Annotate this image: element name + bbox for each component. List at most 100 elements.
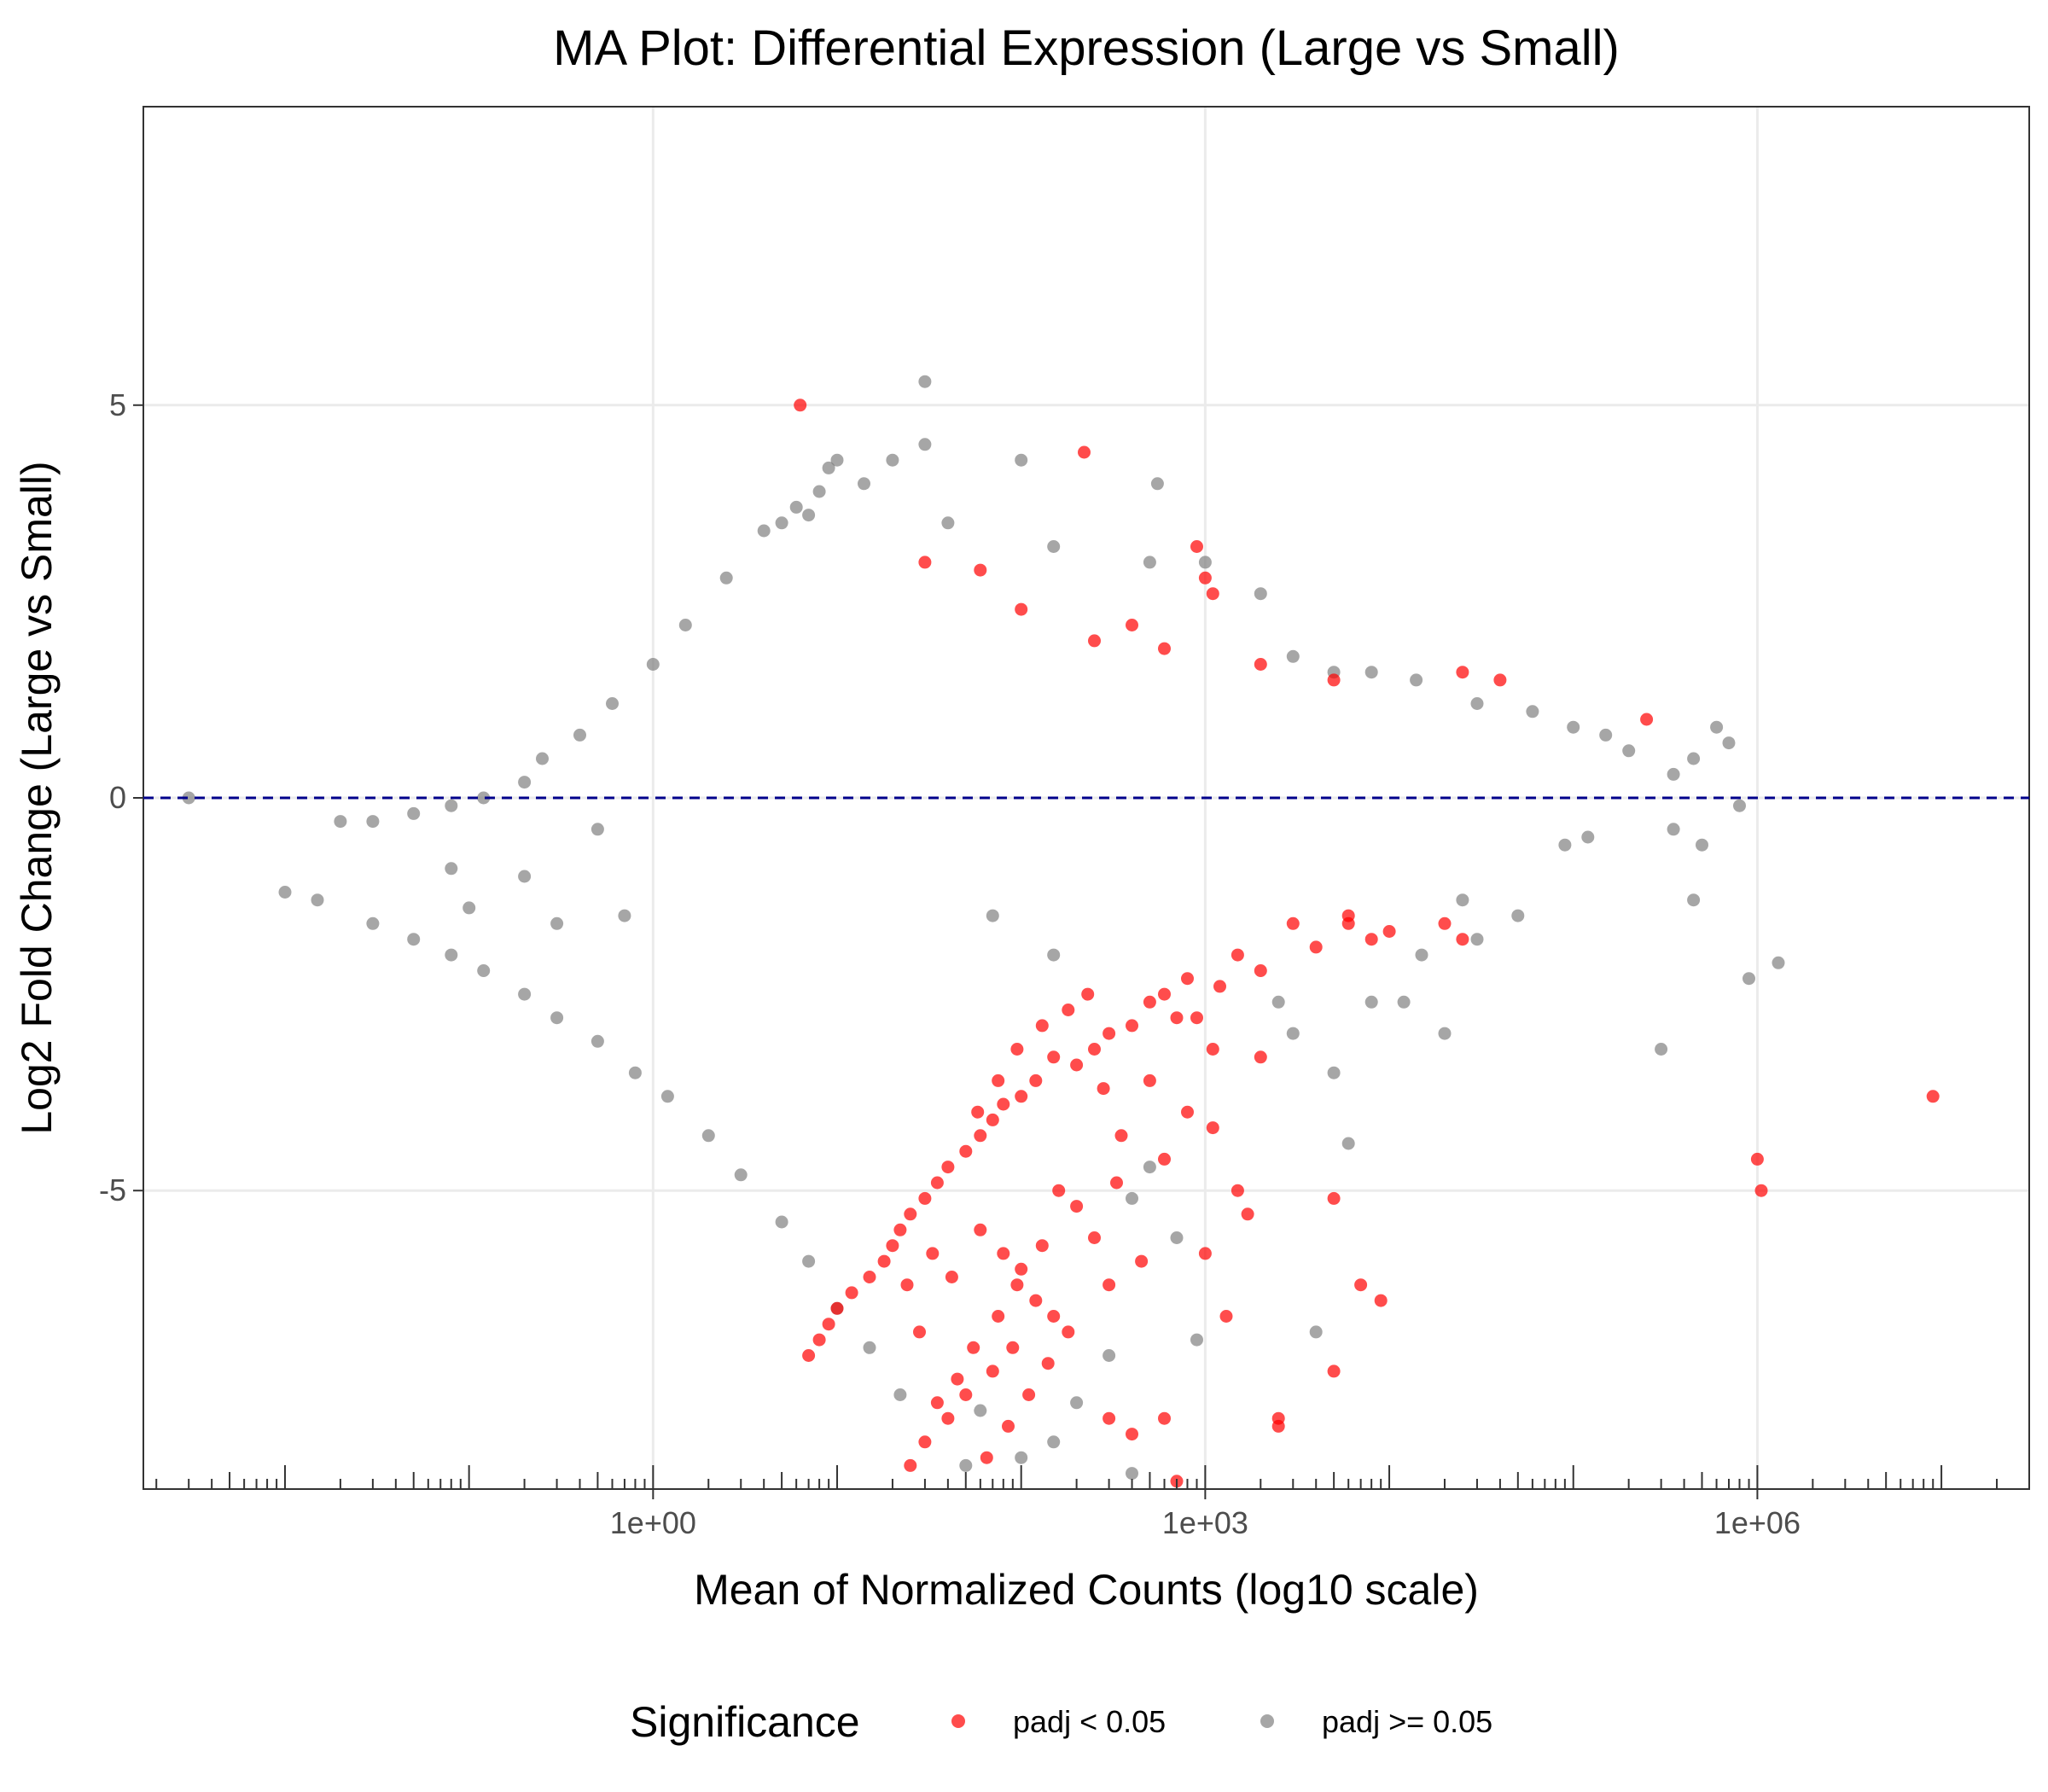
point-not-significant-77 xyxy=(518,987,532,1001)
point-not-significant-48 xyxy=(1327,1066,1341,1079)
point-not-significant-60 xyxy=(974,1404,987,1417)
point-not-significant-83 xyxy=(734,1168,748,1182)
point-significant-50 xyxy=(830,1301,844,1315)
point-not-significant-81 xyxy=(660,1090,674,1103)
point-not-significant-8 xyxy=(789,500,803,514)
x-tick-label-1: 1e+03 xyxy=(1162,1505,1248,1540)
point-significant-111 xyxy=(945,1271,958,1283)
point-not-significant-21 xyxy=(1470,697,1484,710)
point-not-significant-61 xyxy=(1126,1467,1138,1481)
point-significant-3 xyxy=(1198,571,1212,585)
point-not-significant-89 xyxy=(536,752,549,765)
point-not-significant-14 xyxy=(1143,556,1156,569)
point-not-significant-90 xyxy=(573,728,586,742)
point-not-significant-50 xyxy=(1309,1325,1323,1339)
point-not-significant-75 xyxy=(445,948,458,962)
point-significant-24 xyxy=(1254,964,1267,977)
legend-key-significant xyxy=(951,1714,965,1728)
point-not-significant-53 xyxy=(1170,1231,1184,1244)
point-not-significant-24 xyxy=(1599,728,1613,742)
point-not-significant-58 xyxy=(1015,1451,1028,1464)
point-significant-23 xyxy=(1231,948,1244,962)
point-not-significant-20 xyxy=(1410,673,1423,687)
point-not-significant-5 xyxy=(858,477,870,491)
point-not-significant-96 xyxy=(445,862,458,876)
point-significant-58 xyxy=(1047,1310,1061,1323)
point-not-significant-0 xyxy=(918,375,932,388)
point-significant-74 xyxy=(1231,1184,1244,1197)
point-not-significant-85 xyxy=(802,1254,816,1268)
point-not-significant-84 xyxy=(775,1215,788,1229)
point-not-significant-92 xyxy=(646,658,660,671)
point-not-significant-31 xyxy=(1696,838,1708,852)
point-significant-54 xyxy=(974,1223,987,1236)
point-not-significant-33 xyxy=(1667,823,1680,836)
points-layer xyxy=(182,375,1940,1488)
point-significant-73 xyxy=(1206,1121,1219,1135)
legend-key-not-significant xyxy=(1260,1714,1274,1728)
point-not-significant-4 xyxy=(886,453,899,467)
point-significant-92 xyxy=(1206,1043,1219,1056)
point-significant-51 xyxy=(822,1318,835,1331)
point-significant-62 xyxy=(941,1411,955,1425)
point-not-significant-15 xyxy=(1198,556,1212,569)
point-not-significant-64 xyxy=(182,791,195,805)
point-significant-116 xyxy=(1062,1004,1075,1016)
point-significant-6 xyxy=(1493,673,1507,687)
point-not-significant-49 xyxy=(1341,1137,1355,1150)
point-significant-15 xyxy=(1327,673,1341,687)
point-significant-117 xyxy=(1081,987,1095,1001)
point-significant-95 xyxy=(1158,1152,1171,1166)
point-significant-89 xyxy=(1754,1184,1768,1197)
point-not-significant-101 xyxy=(618,909,631,922)
x-tick-label-0: 1e+00 xyxy=(610,1505,696,1540)
point-significant-31 xyxy=(1103,1027,1116,1040)
point-significant-16 xyxy=(1286,916,1300,930)
point-significant-110 xyxy=(926,1247,940,1260)
point-significant-63 xyxy=(918,1435,932,1449)
point-not-significant-51 xyxy=(1190,1333,1203,1347)
point-significant-29 xyxy=(1170,1011,1184,1025)
point-significant-83 xyxy=(1271,1419,1285,1433)
point-not-significant-95 xyxy=(757,524,771,538)
point-not-significant-34 xyxy=(1581,830,1595,844)
point-not-significant-43 xyxy=(1743,972,1755,986)
point-not-significant-42 xyxy=(1438,1027,1452,1040)
point-not-significant-59 xyxy=(959,1458,973,1472)
point-not-significant-40 xyxy=(1397,995,1411,1009)
point-significant-96 xyxy=(1135,1254,1149,1268)
point-significant-14 xyxy=(1254,658,1267,671)
point-significant-60 xyxy=(986,1364,999,1378)
point-not-significant-72 xyxy=(518,776,532,789)
point-not-significant-22 xyxy=(1526,705,1539,719)
point-significant-49 xyxy=(845,1286,858,1300)
x-rug-ticks xyxy=(155,1465,2030,1489)
point-significant-61 xyxy=(959,1388,973,1401)
point-significant-68 xyxy=(1062,1325,1075,1339)
point-significant-93 xyxy=(1254,1050,1267,1064)
point-significant-57 xyxy=(1029,1294,1043,1307)
point-significant-109 xyxy=(900,1278,914,1292)
axis-ticks: 1e+00 1e+03 1e+06 5 0 -5 xyxy=(99,387,1801,1540)
point-not-significant-62 xyxy=(1047,948,1061,962)
point-not-significant-82 xyxy=(701,1129,715,1143)
point-not-significant-7 xyxy=(1150,477,1164,491)
point-not-significant-41 xyxy=(1364,995,1378,1009)
point-not-significant-3 xyxy=(830,453,844,467)
point-significant-1 xyxy=(1078,445,1091,459)
point-significant-13 xyxy=(1158,642,1171,655)
point-significant-72 xyxy=(980,1451,993,1464)
point-significant-53 xyxy=(802,1349,816,1362)
point-significant-67 xyxy=(1103,1278,1116,1292)
point-not-significant-70 xyxy=(445,799,458,812)
point-not-significant-12 xyxy=(941,516,955,530)
point-not-significant-45 xyxy=(1655,1043,1668,1056)
point-significant-102 xyxy=(1035,1239,1049,1253)
point-significant-9 xyxy=(918,556,932,569)
point-significant-70 xyxy=(1022,1388,1036,1401)
point-significant-21 xyxy=(1309,940,1323,954)
point-not-significant-80 xyxy=(628,1066,642,1079)
point-not-significant-39 xyxy=(1415,948,1428,962)
